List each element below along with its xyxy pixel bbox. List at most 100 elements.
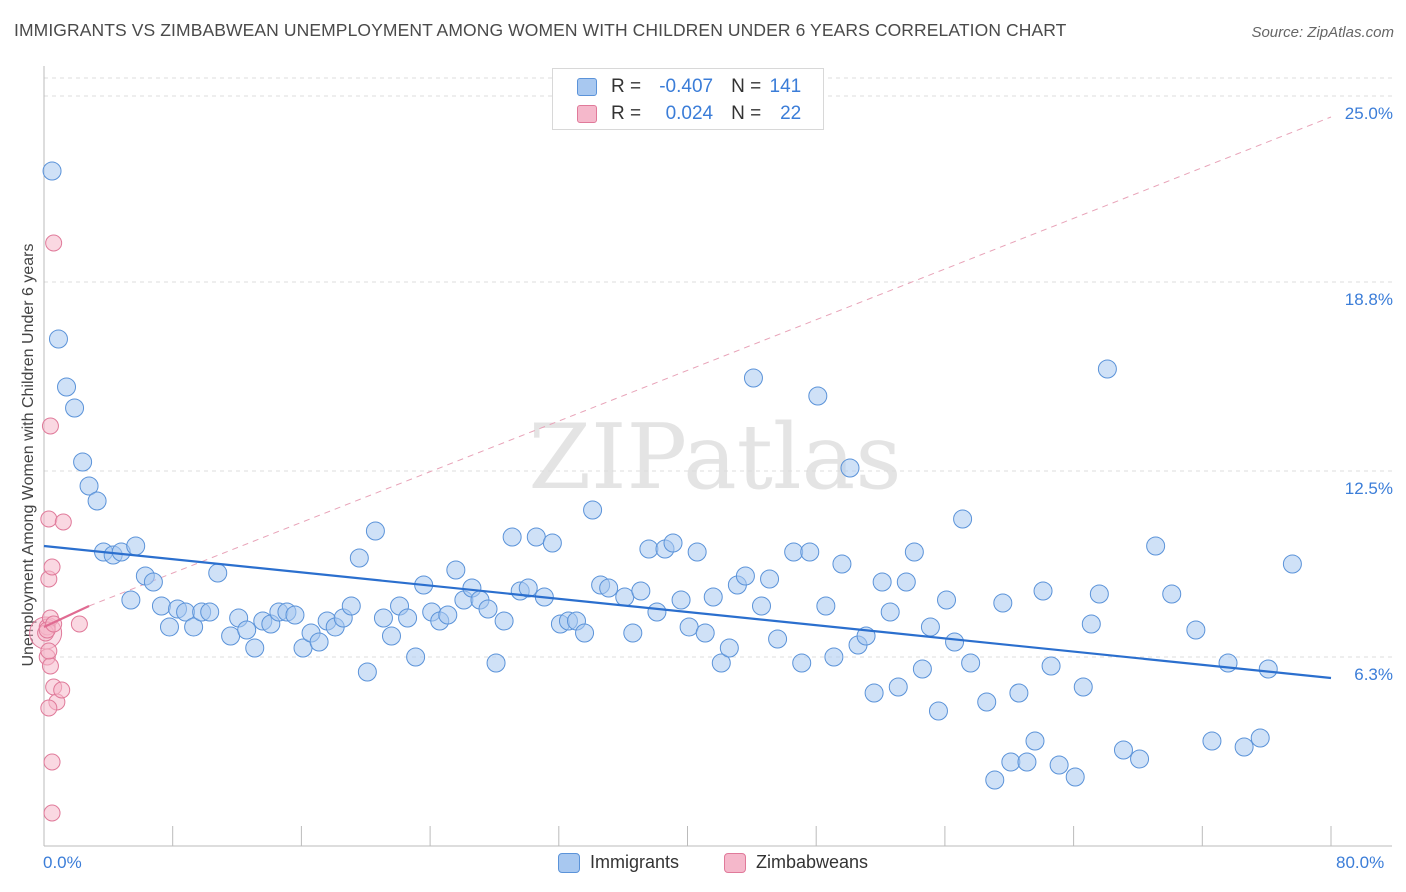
immigrants-point bbox=[184, 617, 204, 637]
immigrants-point bbox=[639, 539, 659, 559]
zimbabweans-point bbox=[40, 642, 58, 660]
y-tick-label: 12.5% bbox=[1344, 479, 1393, 498]
immigrants-point bbox=[824, 647, 844, 667]
zimbabweans-point bbox=[53, 681, 71, 699]
immigrants-point bbox=[438, 605, 458, 625]
immigrants-point bbox=[575, 623, 595, 643]
immigrants-point bbox=[486, 653, 506, 673]
immigrants-point bbox=[1258, 659, 1278, 679]
immigrants-point bbox=[1049, 755, 1069, 775]
zimbabweans-swatch bbox=[577, 105, 597, 123]
immigrants-point bbox=[784, 542, 804, 562]
immigrants-point bbox=[1097, 359, 1117, 379]
immigrants-point bbox=[743, 368, 763, 388]
immigrants-point bbox=[1282, 554, 1302, 574]
immigrants-point bbox=[1218, 653, 1238, 673]
immigrants-point bbox=[87, 491, 107, 511]
immigrants-point bbox=[446, 560, 466, 580]
immigrants-point bbox=[888, 677, 908, 697]
immigrants-point bbox=[599, 578, 619, 598]
zimbabweans-point bbox=[41, 417, 59, 435]
immigrants-point bbox=[221, 626, 241, 646]
legend-row-immigrants: R = -0.407 N = 141 bbox=[577, 74, 801, 100]
immigrants-point bbox=[928, 701, 948, 721]
immigrants-point bbox=[357, 662, 377, 682]
immigrants-point bbox=[381, 626, 401, 646]
immigrants-point bbox=[961, 653, 981, 673]
immigrants-point bbox=[1089, 584, 1109, 604]
immigrants-point bbox=[200, 602, 220, 622]
immigrants-point bbox=[1113, 740, 1133, 760]
immigrants-point bbox=[904, 542, 924, 562]
immigrants-point bbox=[816, 596, 836, 616]
n-value: 141 bbox=[769, 76, 802, 97]
immigrants-point bbox=[808, 386, 828, 406]
chart-title: IMMIGRANTS VS ZIMBABWEAN UNEMPLOYMENT AM… bbox=[14, 20, 1067, 40]
immigrants-point bbox=[1001, 752, 1021, 772]
zimbabweans-point bbox=[54, 513, 72, 531]
n-label: N = bbox=[731, 103, 762, 124]
zimbabweans-point bbox=[43, 804, 61, 822]
zimbabweans-trend-line bbox=[43, 605, 90, 628]
zimbabweans-point bbox=[40, 510, 58, 528]
immigrants-point bbox=[615, 587, 635, 607]
zimbabweans-point bbox=[41, 657, 59, 675]
zimbabweans-trend-extension bbox=[88, 116, 1332, 607]
immigrants-point bbox=[398, 608, 418, 628]
zimbabweans-swatch bbox=[724, 852, 746, 873]
immigrants-point bbox=[1234, 737, 1254, 757]
immigrants-swatch bbox=[558, 852, 580, 873]
immigrants-point bbox=[631, 581, 651, 601]
legend-label: Immigrants bbox=[590, 852, 680, 872]
immigrants-point bbox=[341, 596, 361, 616]
immigrants-point bbox=[752, 596, 772, 616]
immigrants-point bbox=[406, 647, 426, 667]
immigrants-point bbox=[73, 452, 93, 472]
immigrants-point bbox=[159, 617, 179, 637]
immigrants-point bbox=[623, 623, 643, 643]
immigrants-point bbox=[953, 509, 973, 529]
y-tick-label: 25.0% bbox=[1344, 104, 1393, 123]
zimbabweans-points bbox=[29, 234, 88, 822]
immigrants-point bbox=[1250, 728, 1270, 748]
immigrants-point bbox=[896, 572, 916, 592]
immigrants-point bbox=[1017, 752, 1037, 772]
immigrants-point bbox=[151, 596, 171, 616]
immigrants-point bbox=[502, 527, 522, 547]
immigrants-point bbox=[679, 617, 699, 637]
immigrants-point bbox=[832, 554, 852, 574]
immigrants-point bbox=[1033, 581, 1053, 601]
immigrants-point bbox=[478, 599, 498, 619]
r-label: R = bbox=[611, 103, 642, 124]
x-tick-label-min: 0.0% bbox=[43, 853, 82, 872]
immigrants-point bbox=[711, 653, 731, 673]
zimbabweans-point bbox=[43, 753, 61, 771]
immigrants-point bbox=[1162, 584, 1182, 604]
immigrants-point bbox=[208, 563, 228, 583]
immigrants-point bbox=[518, 578, 538, 598]
y-tick-label: 6.3% bbox=[1354, 665, 1393, 684]
immigrants-point bbox=[977, 692, 997, 712]
immigrants-swatch bbox=[577, 78, 597, 96]
immigrants-point bbox=[1081, 614, 1101, 634]
legend-item-zimbabweans[interactable]: Zimbabweans bbox=[724, 852, 868, 873]
immigrants-point bbox=[1186, 620, 1206, 640]
zimbabweans-point bbox=[70, 615, 88, 633]
immigrants-point bbox=[494, 611, 514, 631]
immigrants-point bbox=[121, 590, 141, 610]
immigrants-point bbox=[880, 602, 900, 622]
immigrants-point bbox=[126, 536, 146, 556]
immigrants-point bbox=[79, 476, 99, 496]
immigrants-point bbox=[1130, 749, 1150, 769]
immigrants-point bbox=[760, 569, 780, 589]
correlation-legend: R = -0.407 N = 141 R = 0.024 N = 22 bbox=[552, 68, 824, 130]
immigrants-point bbox=[687, 542, 707, 562]
n-label: N = bbox=[731, 76, 762, 97]
immigrants-point bbox=[735, 566, 755, 586]
immigrants-point bbox=[349, 548, 369, 568]
legend-item-immigrants[interactable]: Immigrants bbox=[558, 852, 679, 873]
grid-lines bbox=[44, 77, 1392, 658]
immigrants-point bbox=[864, 683, 884, 703]
trend-extension bbox=[88, 116, 1332, 607]
